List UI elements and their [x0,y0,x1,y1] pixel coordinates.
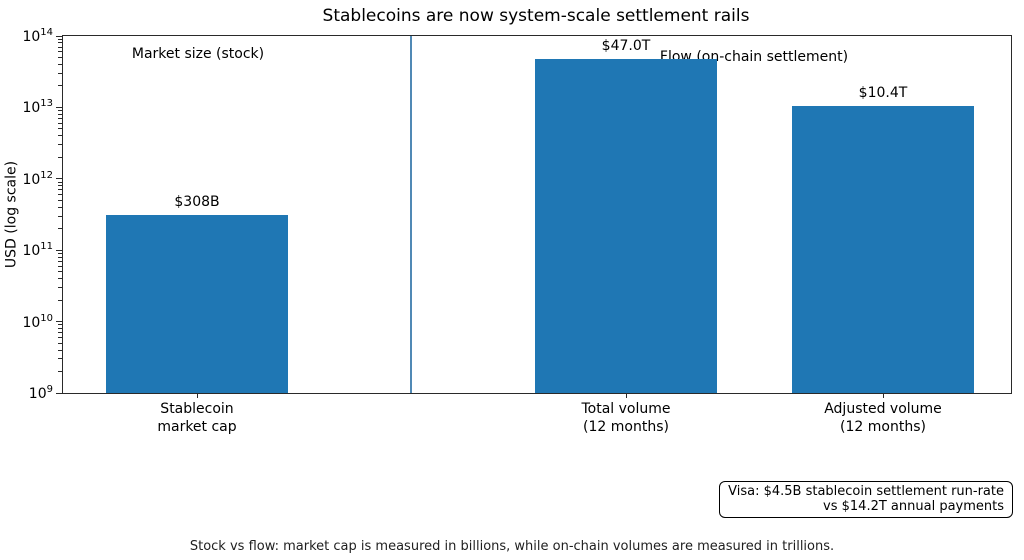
y-tick-label: 1014 [22,27,53,45]
y-tick-label: 1011 [22,241,53,260]
x-tick [882,393,884,398]
visa-note-box: Visa: $4.5B stablecoin settlement run-ra… [719,481,1013,518]
bar-value-label: $10.4T [858,85,908,102]
y-minor-tick [58,199,62,201]
y-minor-tick [58,117,62,119]
y-minor-tick [58,189,62,191]
y-minor-tick [58,128,62,130]
y-minor-tick [58,342,62,344]
y-minor-tick [58,271,62,273]
y-minor-tick [58,38,62,40]
y-minor-tick [58,299,62,301]
y-minor-tick [58,358,62,360]
plot-area: Market size (stock) Flow (on-chain settl… [22,27,1012,435]
bar-value-label: $47.0T [601,38,651,55]
y-minor-tick [58,194,62,196]
y-minor-tick [58,265,62,267]
bar-value-label: $308B [174,194,220,211]
y-minor-tick [58,185,62,187]
x-tick-label: Stablecoin market cap [157,401,237,436]
annotation-market-size-stock: Market size (stock) [131,46,265,62]
visa-note-line-2: vs $14.2T annual payments [823,499,1004,514]
chart-title: Stablecoins are now system-scale settlem… [322,6,750,26]
y-minor-tick [58,42,62,44]
y-minor-tick [58,72,62,74]
bar-1 [106,215,288,393]
bar-2 [535,59,717,393]
y-minor-tick [58,122,62,124]
y-tick-label: 1012 [22,169,53,188]
group-divider-line [410,36,412,393]
visa-note-line-1: Visa: $4.5B stablecoin settlement run-ra… [728,484,1004,499]
y-minor-tick [58,206,62,208]
x-tick-label: Adjusted volume (12 months) [824,401,942,436]
y-minor-tick [58,252,62,254]
y-axis-label: USD (log scale) [3,160,20,269]
x-tick [196,393,198,398]
y-minor-tick [58,371,62,372]
y-minor-tick [58,46,62,48]
y-minor-tick [58,156,62,158]
y-minor-tick [58,110,62,112]
y-minor-tick [58,324,62,326]
y-minor-tick [58,349,62,351]
y-tick-label: 109 [28,384,53,402]
y-minor-tick [58,181,62,183]
y-major-tick [56,35,62,37]
y-minor-tick [58,332,62,334]
y-major-tick [56,321,62,323]
x-tick [625,393,627,398]
y-major-tick [56,249,62,251]
y-minor-tick [58,260,62,262]
y-minor-tick [58,63,62,65]
y-minor-tick [58,328,62,330]
y-minor-tick [58,256,62,258]
y-minor-tick [58,51,62,53]
y-major-tick [56,106,62,108]
y-tick-label: 1013 [22,98,53,117]
y-minor-tick [58,56,62,58]
y-minor-tick [58,278,62,280]
y-major-tick [56,178,62,180]
y-minor-tick [58,113,62,115]
y-minor-tick [58,215,62,217]
figure-caption: Stock vs flow: market cap is measured in… [189,539,835,554]
y-minor-tick [58,85,62,87]
y-tick-label: 1010 [22,312,53,331]
y-minor-tick [58,287,62,289]
y-minor-tick [58,336,62,338]
y-minor-tick [58,228,62,230]
y-minor-tick [58,144,62,146]
y-major-tick [56,392,62,394]
y-minor-tick [58,135,62,137]
bar-3 [792,106,974,393]
x-tick-label: Total volume (12 months) [581,401,671,436]
